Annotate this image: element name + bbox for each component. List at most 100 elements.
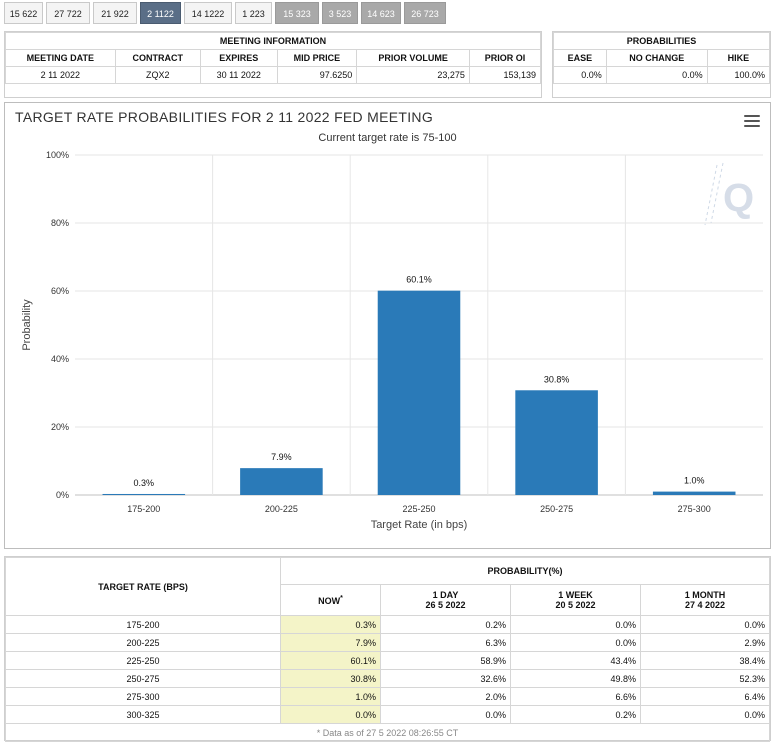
tab-meeting-2[interactable]: 21 922 xyxy=(93,2,137,24)
rate-cell: 175-200 xyxy=(5,615,281,634)
tab-meeting-8[interactable]: 14 623 xyxy=(361,2,401,24)
tab-meeting-3[interactable]: 2 1122 xyxy=(140,2,181,24)
target-rate-header: TARGET RATE (BPS) xyxy=(5,557,281,616)
table-row: 275-300 1.0% 2.0% 6.6% 6.4% xyxy=(5,687,770,706)
month-cell: 6.4% xyxy=(640,687,770,706)
data-label: 60.1% xyxy=(406,275,432,285)
col-1-month-header: 1 MONTH 27 4 2022 xyxy=(640,584,770,616)
meeting-information-panel: MEETING INFORMATION MEETING DATE CONTRAC… xyxy=(4,31,542,98)
day-cell: 0.2% xyxy=(380,615,511,634)
header-prior-volume: PRIOR VOLUME xyxy=(356,49,470,67)
expires-value: 30 11 2022 xyxy=(199,66,278,84)
data-label: 1.0% xyxy=(684,476,705,486)
bar-250-275 xyxy=(515,390,598,495)
y-tick-label: 0% xyxy=(56,490,69,500)
tab-meeting-7[interactable]: 3 523 xyxy=(322,2,358,24)
rate-cell: 275-300 xyxy=(5,687,281,706)
watermark-logo-icon: Q xyxy=(704,162,754,226)
data-label: 30.8% xyxy=(544,374,570,384)
no-change-value: 0.0% xyxy=(605,66,708,84)
week-cell: 6.6% xyxy=(510,687,641,706)
week-cell: 43.4% xyxy=(510,651,641,670)
chart-subtitle: Current target rate is 75-100 xyxy=(318,132,457,144)
data-label: 7.9% xyxy=(271,452,292,462)
rate-cell: 200-225 xyxy=(5,633,281,652)
x-tick-label: 175-200 xyxy=(127,504,160,514)
tab-meeting-5[interactable]: 1 223 xyxy=(235,2,272,24)
x-tick-label: 250-275 xyxy=(540,504,573,514)
prior-oi-value: 153,139 xyxy=(468,66,542,84)
col-1-week-header: 1 WEEK 20 5 2022 xyxy=(510,584,641,616)
table-row: 300-325 0.0% 0.0% 0.2% 0.0% xyxy=(5,705,770,724)
month-cell: 0.0% xyxy=(640,615,770,634)
bar-200-225 xyxy=(240,468,323,495)
probability-bar-chart: 0% 20% 40% 60% 80% 100% 0.3% 175-200 7.9% 200-225… xyxy=(21,150,763,531)
probability-history-panel: TARGET RATE (BPS) PROBABILITY(%) NOW* 1 … xyxy=(4,556,771,742)
now-cell: 60.1% xyxy=(280,651,381,670)
y-tick-label: 60% xyxy=(51,286,69,296)
rate-cell: 250-275 xyxy=(5,669,281,688)
rate-cell: 300-325 xyxy=(5,705,281,724)
data-timestamp-note: * Data as of 27 5 2022 08:26:55 CT xyxy=(5,723,770,742)
svg-text:Q: Q xyxy=(723,176,754,220)
header-contract: CONTRACT xyxy=(114,49,201,67)
col-1-day-header: 1 DAY 26 5 2022 xyxy=(380,584,511,616)
day-cell: 32.6% xyxy=(380,669,511,688)
header-ease: EASE xyxy=(553,49,607,67)
month-cell: 0.0% xyxy=(640,705,770,724)
y-tick-label: 80% xyxy=(51,218,69,228)
hike-value: 100.0% xyxy=(706,66,771,84)
col-now-header: NOW* xyxy=(280,584,381,616)
header-prior-oi: PRIOR OI xyxy=(468,49,542,67)
table-row: 225-250 60.1% 58.9% 43.4% 38.4% xyxy=(5,651,770,670)
ease-value: 0.0% xyxy=(553,66,607,84)
bar-225-250 xyxy=(377,290,461,495)
tab-meeting-9[interactable]: 26 723 xyxy=(404,2,446,24)
probabilities-title: PROBABILITIES xyxy=(553,32,770,50)
tab-meeting-4[interactable]: 14 1222 xyxy=(184,2,232,24)
day-cell: 6.3% xyxy=(380,633,511,652)
header-no-change: NO CHANGE xyxy=(605,49,708,67)
header-mid-price: MID PRICE xyxy=(276,49,358,67)
chart-title: TARGET RATE PROBABILITIES FOR 2 11 2022 … xyxy=(15,109,434,125)
week-cell: 0.0% xyxy=(510,633,641,652)
month-cell: 38.4% xyxy=(640,651,770,670)
prior-volume-value: 23,275 xyxy=(356,66,470,84)
week-cell: 0.2% xyxy=(510,705,641,724)
tab-meeting-0[interactable]: 15 622 xyxy=(4,2,43,24)
now-cell: 7.9% xyxy=(280,633,381,652)
header-hike: HIKE xyxy=(706,49,771,67)
month-cell: 52.3% xyxy=(640,669,770,688)
mid-price-value: 97.6250 xyxy=(276,66,358,84)
contract-value: ZQX2 xyxy=(114,66,201,84)
bar-275-300 xyxy=(652,491,736,495)
y-tick-label: 40% xyxy=(51,354,69,364)
tab-meeting-1[interactable]: 27 722 xyxy=(46,2,90,24)
probabilities-panel: PROBABILITIES EASE NO CHANGE HIKE 0.0% 0… xyxy=(552,31,771,98)
now-cell: 30.8% xyxy=(280,669,381,688)
day-cell: 58.9% xyxy=(380,651,511,670)
y-tick-label: 100% xyxy=(46,150,69,160)
week-cell: 0.0% xyxy=(510,615,641,634)
rate-cell: 225-250 xyxy=(5,651,281,670)
header-meeting-date: MEETING DATE xyxy=(5,49,116,67)
tab-meeting-6[interactable]: 15 323 xyxy=(275,2,319,24)
x-axis-title: Target Rate (in bps) xyxy=(371,519,468,531)
table-row: 200-225 7.9% 6.3% 0.0% 2.9% xyxy=(5,633,770,652)
day-cell: 0.0% xyxy=(380,705,511,724)
table-row: 175-200 0.3% 0.2% 0.0% 0.0% xyxy=(5,615,770,634)
y-tick-label: 20% xyxy=(51,422,69,432)
target-rate-chart-panel: TARGET RATE PROBABILITIES FOR 2 11 2022 … xyxy=(4,102,771,549)
day-cell: 2.0% xyxy=(380,687,511,706)
hamburger-menu-icon[interactable] xyxy=(744,115,760,129)
header-expires: EXPIRES xyxy=(199,49,278,67)
table-row: 250-275 30.8% 32.6% 49.8% 52.3% xyxy=(5,669,770,688)
y-axis-title: Probability xyxy=(21,299,33,351)
x-tick-label: 200-225 xyxy=(265,504,298,514)
now-cell: 0.0% xyxy=(280,705,381,724)
probability-group-header: PROBABILITY(%) xyxy=(280,557,770,585)
week-cell: 49.8% xyxy=(510,669,641,688)
x-tick-label: 225-250 xyxy=(402,504,435,514)
now-cell: 1.0% xyxy=(280,687,381,706)
meeting-date-value: 2 11 2022 xyxy=(5,66,116,84)
